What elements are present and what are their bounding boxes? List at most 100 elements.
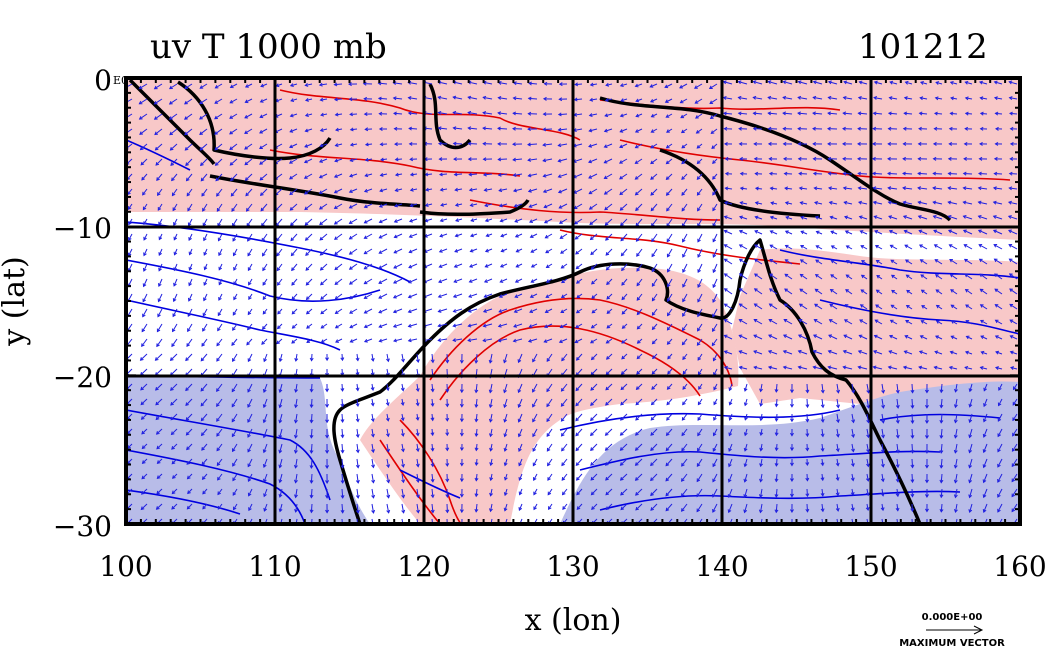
- wind-vector-head: [484, 248, 489, 253]
- wind-vector-head: [348, 251, 353, 255]
- wind-vector-head: [333, 221, 338, 225]
- wind-vector: [199, 83, 208, 89]
- wind-vector-head: [248, 296, 252, 300]
- wind-vector-head: [560, 309, 565, 314]
- wind-vector-head: [918, 126, 922, 131]
- wind-vector: [650, 458, 658, 466]
- wind-vector: [874, 81, 883, 85]
- wind-vector: [320, 323, 328, 329]
- wind-vector-head: [574, 82, 579, 87]
- wind-vector-head: [805, 404, 810, 409]
- wind-vector: [186, 338, 193, 347]
- wind-vector: [770, 202, 778, 205]
- wind-vector: [980, 304, 988, 310]
- wind-vector-head: [784, 201, 789, 206]
- wind-vector-head: [949, 111, 954, 116]
- wind-vector: [934, 244, 943, 250]
- wind-vector-head: [173, 267, 178, 272]
- wind-vector-head: [438, 157, 443, 162]
- wind-vector: [408, 308, 418, 313]
- wind-vector: [830, 289, 838, 295]
- wind-vector-head: [767, 111, 772, 116]
- wind-vector: [410, 173, 418, 176]
- wind-vector-head: [982, 494, 987, 499]
- wind-vector-head: [155, 162, 160, 166]
- wind-vector: [785, 244, 793, 250]
- wind-vector: [983, 473, 988, 483]
- wind-vector: [666, 113, 673, 118]
- wind-vector: [231, 203, 238, 212]
- wind-vector: [319, 173, 328, 179]
- wind-vector-head: [650, 432, 655, 436]
- wind-vector: [813, 350, 823, 355]
- wind-vector-head: [557, 127, 562, 132]
- wind-vector: [906, 305, 913, 310]
- wind-vector-head: [503, 476, 508, 481]
- wind-vector: [963, 172, 973, 175]
- wind-vector: [142, 293, 148, 302]
- wind-vector-head: [997, 508, 1001, 513]
- wind-vector-head: [386, 494, 391, 499]
- wind-vector-head: [881, 419, 886, 424]
- wind-vector-head: [259, 161, 263, 165]
- wind-vector: [231, 398, 238, 407]
- wind-vector-head: [293, 464, 298, 469]
- wind-vector: [486, 233, 493, 237]
- wind-vector: [821, 383, 824, 393]
- wind-vector-head: [233, 281, 237, 286]
- wind-vector-head: [857, 141, 861, 146]
- wind-vector-head: [887, 156, 891, 161]
- wind-vector: [682, 233, 688, 242]
- wind-vector-head: [278, 434, 283, 439]
- wind-vector: [469, 188, 478, 191]
- wind-vector: [729, 413, 733, 421]
- wind-vector-head: [827, 365, 832, 370]
- wind-vector-head: [415, 416, 420, 421]
- wind-vector-head: [248, 281, 252, 286]
- wind-vector: [378, 263, 388, 269]
- wind-vector-head: [517, 359, 522, 364]
- wind-vector-head: [910, 479, 915, 484]
- wind-vector-head: [334, 281, 339, 285]
- wind-vector: [798, 112, 808, 115]
- wind-vector-head: [860, 274, 865, 279]
- wind-vector-head: [712, 269, 717, 274]
- wind-vector: [873, 172, 883, 175]
- wind-vector: [425, 218, 433, 222]
- wind-vector-head: [363, 96, 368, 101]
- wind-vector-head: [695, 130, 700, 134]
- wind-vector: [454, 173, 463, 176]
- wind-vector-head: [591, 280, 595, 285]
- wind-vector-head: [325, 480, 330, 484]
- wind-vector-head: [799, 288, 804, 293]
- wind-vector-head: [905, 304, 910, 309]
- wind-vector-head: [843, 80, 848, 85]
- wind-vector-head: [873, 96, 878, 100]
- wind-vector-head: [262, 252, 266, 257]
- wind-vector: [994, 288, 1003, 295]
- wind-vector-head: [682, 268, 686, 273]
- wind-vector: [1009, 319, 1018, 325]
- wind-vector: [199, 98, 208, 104]
- wind-vector: [378, 82, 388, 85]
- wind-vector-head: [604, 221, 609, 226]
- wind-vector-head: [517, 418, 522, 423]
- wind-vector: [696, 338, 703, 346]
- wind-vector: [744, 473, 748, 482]
- wind-vector-head: [319, 221, 323, 226]
- wind-vector: [201, 188, 208, 197]
- wind-vector-head: [445, 447, 450, 452]
- wind-vector-head: [1009, 126, 1014, 131]
- wind-vector: [845, 304, 853, 310]
- wind-vector-head: [829, 215, 834, 220]
- wind-vector-head: [650, 129, 655, 133]
- wind-vector-head: [828, 334, 833, 339]
- wind-vector: [940, 473, 943, 483]
- wind-vector: [310, 428, 313, 438]
- wind-vector-head: [753, 288, 758, 292]
- wind-vector-head: [216, 388, 220, 393]
- wind-vector: [828, 172, 838, 175]
- wind-vector-head: [790, 432, 794, 437]
- wind-vector-head: [485, 233, 490, 238]
- wind-vector-head: [259, 176, 264, 181]
